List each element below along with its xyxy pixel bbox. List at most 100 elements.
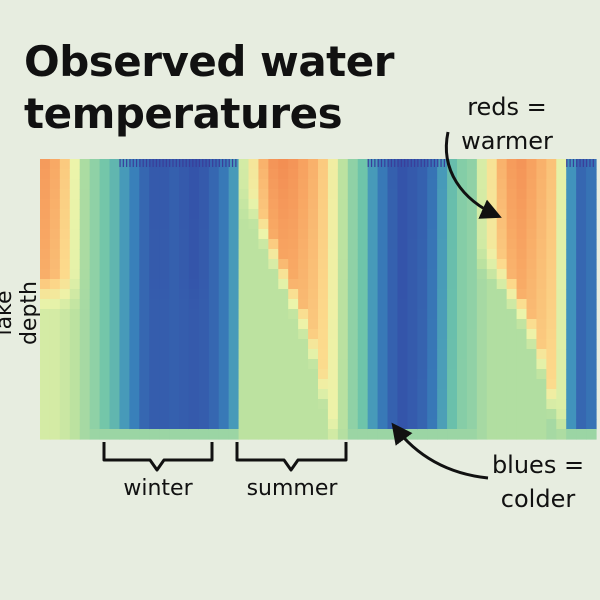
heatmap-cell: [536, 179, 547, 190]
heatmap-cell: [427, 309, 438, 320]
heatmap-cell: [79, 349, 91, 360]
heatmap-cell: [496, 399, 508, 410]
surface-tick: [198, 159, 201, 167]
heatmap-cell: [556, 239, 567, 250]
heatmap-cell: [238, 389, 250, 400]
heatmap-cell: [69, 229, 81, 240]
heatmap-cell: [288, 209, 299, 220]
heatmap-cell: [69, 289, 81, 300]
heatmap-cell: [129, 209, 140, 220]
heatmap-cell: [139, 219, 150, 230]
heatmap-cell: [89, 179, 101, 190]
heatmap-cell: [129, 419, 140, 430]
heatmap-cell: [466, 249, 478, 260]
heatmap-cell: [278, 269, 289, 280]
heatmap-cell: [476, 399, 488, 410]
heatmap-cell: [417, 379, 428, 390]
surface-tick: [172, 159, 174, 167]
heatmap-cell: [437, 359, 448, 370]
heatmap-cell: [457, 199, 468, 210]
heatmap-cell: [437, 269, 448, 280]
heatmap-cell: [129, 379, 140, 390]
heatmap-cell: [486, 359, 498, 370]
heatmap-cell: [457, 349, 468, 360]
heatmap-cell: [337, 159, 349, 170]
heatmap-cell: [546, 389, 557, 400]
heatmap-cell: [486, 289, 498, 300]
heatmap-cell: [387, 409, 399, 420]
heatmap-cell: [576, 189, 587, 200]
heatmap-cell: [49, 189, 61, 200]
heatmap-cell: [49, 219, 61, 230]
heatmap-cell: [228, 409, 240, 420]
heatmap-cell: [129, 409, 140, 420]
heatmap-cell: [586, 339, 597, 350]
heatmap-cell: [308, 429, 319, 440]
heatmap-cell: [586, 179, 597, 190]
heatmap-cell: [347, 419, 359, 430]
heatmap-cell: [159, 189, 170, 200]
heatmap-cell: [298, 269, 309, 280]
heatmap-cell: [447, 209, 458, 220]
heatmap-cell: [278, 409, 289, 420]
heatmap-cell: [149, 409, 160, 420]
heatmap-cell: [327, 349, 339, 360]
heatmap-cell: [437, 229, 448, 240]
heatmap-cell: [347, 259, 359, 270]
heatmap-cell: [417, 169, 428, 180]
heatmap-cell: [79, 299, 91, 310]
heatmap-cell: [476, 269, 488, 280]
heatmap-cell: [248, 319, 260, 330]
heatmap-cell: [486, 179, 498, 190]
heatmap-cell: [447, 259, 458, 270]
heatmap-cell: [347, 229, 359, 240]
heatmap-cell: [556, 349, 567, 360]
heatmap-cell: [536, 309, 547, 320]
heatmap-cell: [576, 339, 587, 350]
heatmap-cell: [218, 389, 230, 400]
heatmap-cell: [407, 199, 418, 210]
heatmap-cell: [228, 209, 240, 220]
heatmap-cell: [377, 179, 389, 190]
heatmap-cell: [526, 239, 538, 250]
heatmap-cell: [278, 369, 289, 380]
heatmap-cell: [337, 369, 349, 380]
heatmap-cell: [506, 359, 518, 370]
heatmap-cell: [298, 179, 309, 190]
surface-tick: [225, 159, 227, 167]
heatmap-cell: [556, 219, 567, 230]
surface-tick: [374, 159, 376, 167]
heatmap-cell: [99, 269, 111, 280]
heatmap-cell: [466, 409, 478, 420]
heatmap-cell: [109, 329, 121, 340]
surface-tick: [195, 159, 197, 167]
heatmap-cell: [327, 369, 339, 380]
heatmap-cell: [258, 239, 269, 250]
heatmap-cell: [149, 179, 160, 190]
heatmap-cell: [40, 339, 51, 350]
heatmap-cell: [417, 389, 428, 400]
surface-tick: [129, 159, 131, 167]
heatmap-cell: [69, 199, 81, 210]
heatmap-cell: [238, 299, 250, 310]
heatmap-cell: [129, 429, 140, 440]
heatmap-cell: [318, 189, 329, 200]
heatmap-cell: [586, 159, 597, 170]
heatmap-cell: [238, 239, 250, 250]
heatmap-cell: [447, 429, 458, 440]
heatmap-cell: [437, 339, 448, 350]
heatmap-cell: [288, 389, 299, 400]
heatmap-cell: [437, 189, 448, 200]
heatmap-cell: [139, 279, 150, 290]
heatmap-cell: [119, 289, 130, 300]
heatmap-cell: [347, 429, 359, 440]
heatmap-cell: [218, 369, 230, 380]
heatmap-cell: [40, 259, 51, 270]
heatmap-cell: [447, 319, 458, 330]
heatmap-cell: [536, 159, 547, 170]
heatmap-cell: [556, 399, 567, 410]
heatmap-cell: [159, 389, 170, 400]
heatmap-cell: [526, 309, 538, 320]
heatmap-cell: [248, 399, 260, 410]
heatmap-cell: [457, 239, 468, 250]
